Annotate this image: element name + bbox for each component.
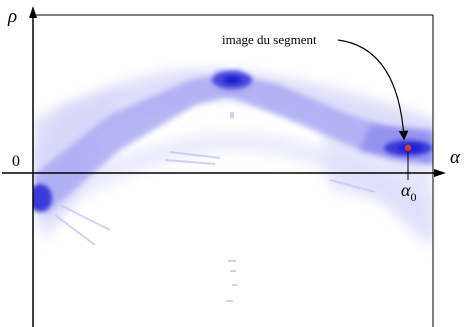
peak-top-core [223,76,241,84]
alpha-axis-arrowhead [434,169,446,177]
peak-left [33,184,52,212]
streak-lines [54,151,376,246]
alpha0-label: α0 [401,180,416,204]
mid-band-rising [33,70,245,215]
alpha0-subscript: 0 [410,190,416,204]
light-sinusoid-band [33,68,433,170]
noise-dots [226,112,237,302]
segment-image-point [404,144,412,152]
rho-axis-label: ρ [7,6,17,27]
alpha0-main: α [401,180,411,200]
origin-label: 0 [12,153,20,170]
rho-axis-arrowhead [29,6,37,18]
alpha-axis-label: α [450,147,461,168]
annotation-text: image du segment [222,32,317,47]
annotation-arrow [337,39,409,141]
accumulator-image [33,68,433,302]
